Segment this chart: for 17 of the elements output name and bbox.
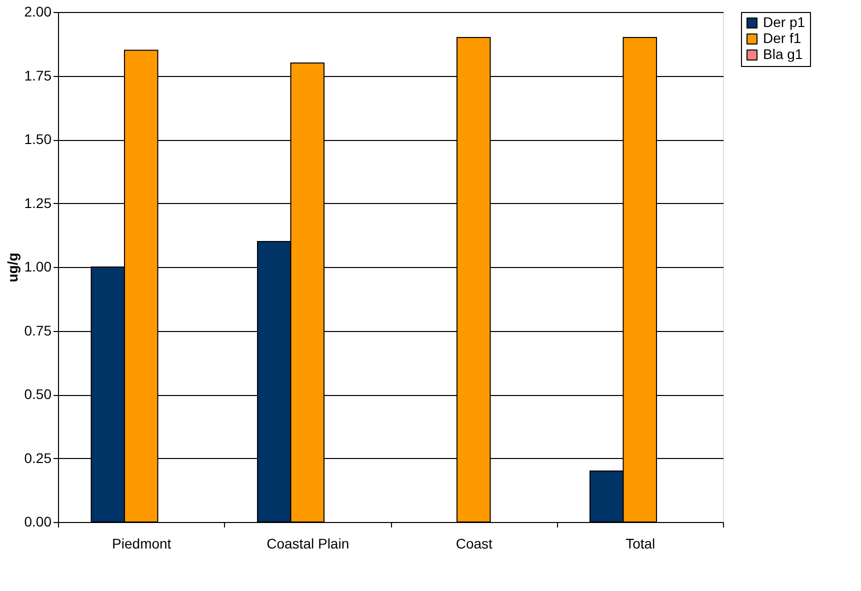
y-tick-label: 1.00	[24, 258, 52, 274]
x-tick-label: Piedmont	[112, 536, 172, 552]
x-tick-label: Coast	[456, 536, 493, 552]
legend-label: Der p1	[763, 14, 806, 30]
y-tick-label: 0.00	[24, 514, 52, 530]
y-tick-label: 0.75	[24, 322, 52, 338]
y-tick-label: 1.75	[24, 67, 52, 84]
x-tick-label: Coastal Plain	[266, 536, 350, 552]
y-tick-label: 0.50	[24, 386, 52, 402]
legend-label: Der f1	[763, 30, 802, 46]
y-tick-label: 1.50	[24, 131, 52, 147]
legend-label: Bla g1	[763, 46, 803, 62]
y-axis-title: ug/g	[4, 252, 20, 282]
x-tick-label: Total	[626, 536, 656, 552]
y-tick-label: 2.00	[24, 4, 52, 20]
y-tick-label: 1.25	[24, 194, 52, 211]
y-tick-label: 0.25	[24, 450, 52, 466]
